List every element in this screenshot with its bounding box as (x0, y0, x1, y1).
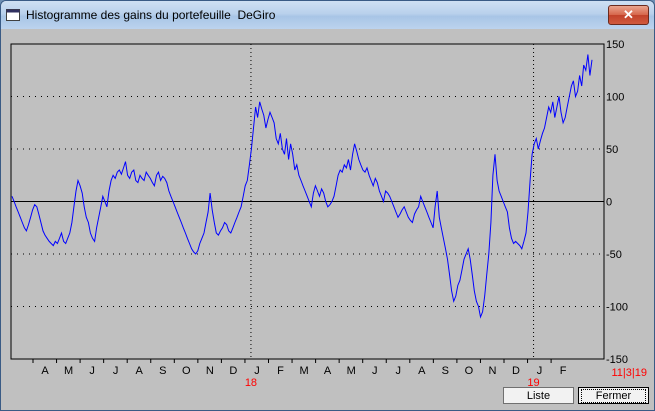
x-tick-label: A (418, 365, 426, 377)
x-tick-label: A (41, 365, 49, 377)
y-tick-label: -100 (606, 302, 628, 314)
x-tick-label: O (465, 365, 474, 377)
chart-area: 150 100 50 0 -50 -100 -150 A M J J A S O N D J F M A M J J A S O N… (6, 29, 649, 404)
x-tick-label: N (488, 365, 496, 377)
x-tick-label: M (347, 365, 356, 377)
x-tick-label: J (537, 365, 543, 377)
y-tick-label: 50 (606, 144, 618, 156)
x-tick-label: D (512, 365, 520, 377)
portfolio-gain-line (11, 54, 593, 319)
window-title: Histogramme des gains du portefeuille De… (26, 8, 276, 22)
x-tick-label: J (113, 365, 119, 377)
x-tick-label: F (560, 365, 567, 377)
x-tick-label: S (442, 365, 449, 377)
y-tick-label: 100 (606, 92, 624, 104)
close-icon: ✕ (623, 7, 634, 22)
app-icon (6, 9, 20, 21)
x-tick-label: D (229, 365, 237, 377)
year-label: 19 (527, 377, 539, 389)
x-tick-label: J (372, 365, 378, 377)
x-tick-label: J (254, 365, 260, 377)
x-tick-label: A (324, 365, 332, 377)
x-tick-label: S (159, 365, 166, 377)
x-tick-label: O (182, 365, 191, 377)
y-tick-label: 150 (606, 39, 624, 51)
title-bar[interactable]: Histogramme des gains du portefeuille De… (1, 1, 654, 29)
fermer-label: Fermer (580, 389, 647, 403)
year-label: 18 (245, 377, 257, 389)
x-tick-label: M (64, 365, 73, 377)
fermer-button[interactable]: Fermer (578, 387, 649, 404)
x-tick-label: J (89, 365, 95, 377)
x-tick-label: F (277, 365, 284, 377)
y-tick-label: -50 (606, 249, 622, 261)
x-tick-label: M (299, 365, 308, 377)
chart: 150 100 50 0 -50 -100 -150 A M J J A S O N D J F M A M J J A S O N… (10, 39, 648, 389)
x-tick-label: A (136, 365, 144, 377)
close-button[interactable]: ✕ (608, 5, 649, 25)
y-tick-label: 0 (606, 197, 612, 209)
y-tick-label: -150 (606, 354, 628, 366)
date-label: 11|3|19 (612, 367, 648, 379)
x-tick-label: N (206, 365, 214, 377)
liste-button[interactable]: Liste (503, 387, 574, 404)
x-tick-label: J (396, 365, 402, 377)
